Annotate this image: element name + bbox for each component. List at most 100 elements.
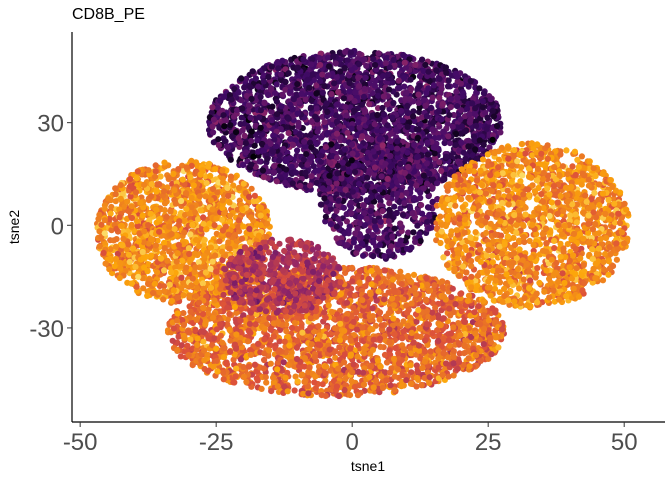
data-point (356, 61, 363, 68)
data-point (248, 214, 255, 221)
data-point (371, 164, 379, 171)
data-point (235, 89, 242, 96)
data-point (425, 68, 432, 75)
data-point (250, 153, 257, 160)
data-point (361, 85, 368, 92)
data-point (224, 144, 231, 151)
data-point (120, 235, 127, 242)
data-point (117, 182, 124, 189)
data-point (209, 258, 216, 265)
data-point (137, 199, 144, 206)
data-point (436, 94, 443, 101)
data-point (132, 189, 140, 196)
data-point (161, 245, 168, 252)
data-point (410, 113, 417, 120)
data-point (319, 185, 326, 192)
data-point (268, 86, 275, 93)
data-point (102, 260, 109, 267)
data-point (335, 89, 342, 96)
data-point (161, 200, 169, 207)
data-point (467, 117, 474, 124)
data-points (94, 47, 632, 400)
data-point (225, 192, 232, 199)
data-point (276, 157, 283, 164)
data-point (117, 259, 124, 266)
data-point (117, 195, 124, 202)
data-point (429, 184, 436, 192)
data-point (112, 185, 119, 192)
data-point (341, 146, 349, 153)
data-point (225, 239, 232, 246)
data-point (167, 208, 174, 215)
data-point (449, 123, 456, 130)
data-point (316, 55, 323, 62)
data-point (289, 180, 296, 187)
data-point (391, 225, 398, 232)
data-point (326, 172, 333, 179)
data-point (386, 86, 393, 93)
data-point (322, 213, 329, 220)
data-point (394, 138, 401, 145)
data-point (153, 206, 160, 213)
data-point (343, 112, 350, 119)
data-point (410, 229, 417, 236)
data-point (260, 174, 267, 181)
data-point (101, 217, 108, 224)
data-point (248, 128, 255, 135)
data-point (209, 123, 216, 130)
data-point (419, 56, 426, 63)
data-point (422, 61, 429, 68)
data-point (298, 90, 305, 97)
data-point (319, 71, 326, 78)
data-point (431, 150, 438, 157)
data-point (442, 64, 449, 71)
data-point (340, 164, 347, 172)
data-point (440, 128, 447, 135)
data-point (189, 221, 196, 228)
data-point (257, 124, 264, 131)
data-point (302, 169, 309, 176)
data-point (486, 144, 493, 151)
data-point (239, 105, 246, 112)
data-point (210, 139, 217, 146)
data-point (265, 91, 272, 99)
data-point (140, 239, 147, 246)
data-point (374, 111, 381, 119)
data-point (128, 214, 135, 222)
data-point (433, 180, 441, 187)
data-point (247, 84, 254, 91)
data-point (207, 172, 214, 179)
data-point (296, 98, 303, 105)
data-point (112, 243, 120, 250)
data-point (213, 215, 220, 222)
data-point (302, 96, 309, 103)
data-point (188, 204, 195, 211)
data-point (467, 77, 474, 85)
data-point (318, 134, 325, 141)
data-point (191, 209, 199, 216)
data-point (333, 180, 340, 187)
data-point (160, 188, 168, 195)
data-point (418, 202, 425, 209)
data-point (145, 222, 152, 229)
data-point (317, 78, 324, 85)
data-point (212, 166, 219, 173)
data-point (424, 204, 432, 211)
data-point (379, 208, 386, 215)
data-point (465, 137, 472, 144)
data-point (233, 129, 240, 136)
data-point (436, 159, 443, 166)
data-point (196, 193, 203, 200)
data-point (260, 72, 267, 79)
data-point (209, 104, 216, 111)
data-point (160, 296, 167, 303)
data-point (192, 264, 199, 271)
data-point (152, 242, 159, 249)
data-point (126, 258, 133, 265)
data-point (365, 228, 372, 235)
data-point (358, 101, 366, 108)
data-point (116, 274, 123, 282)
data-point (375, 105, 382, 112)
data-point (133, 283, 140, 290)
